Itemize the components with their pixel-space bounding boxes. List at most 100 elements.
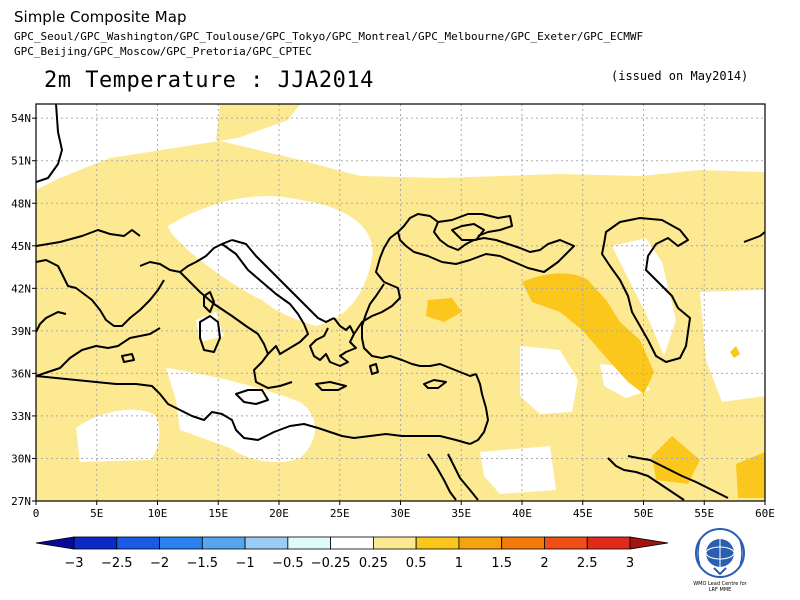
colorbar-swatch xyxy=(159,536,203,550)
coast-red-sea-gulf-suez xyxy=(427,453,457,501)
coast-balearics xyxy=(121,353,135,363)
field-patch-white-caspian xyxy=(612,238,676,356)
lon-tick-label: 45E xyxy=(573,507,593,520)
colorbar-swatch xyxy=(544,536,588,550)
coast-crimea xyxy=(451,223,485,241)
colorbar: −3 −2.5 −2 −1.5 −1 −0.5 −0.25 0.25 0.5 1 1.5 2 2.5 3 xyxy=(35,536,669,571)
coast-red-sea-aqaba xyxy=(447,453,479,501)
colorbar-label: 1 xyxy=(455,556,463,571)
colorbar-label: 1.5 xyxy=(491,556,512,571)
coast-sicily xyxy=(235,389,269,405)
coast-anatolia-south xyxy=(361,283,477,377)
colorbar-label: 2.5 xyxy=(577,556,598,571)
lon-tick-label: 60E xyxy=(755,507,775,520)
field-patch-white-iran xyxy=(700,290,765,402)
colorbar-swatch xyxy=(501,536,545,550)
lon-tick-label: 10E xyxy=(148,507,168,520)
wmo-logo-icon: WMO Lead Centre for LRF MME xyxy=(693,528,748,593)
coast-iberia-france xyxy=(36,229,141,247)
lat-tick-label: 45N xyxy=(11,240,31,253)
field-patch-white-central-europe xyxy=(168,196,373,326)
lon-tick-label: 25E xyxy=(330,507,350,520)
lon-tick-label: 55E xyxy=(694,507,714,520)
colorbar-high-end xyxy=(629,536,669,550)
lon-tick-label: 0 xyxy=(33,507,40,520)
lat-tick-label: 39N xyxy=(11,325,31,338)
coast-west-mainland xyxy=(36,259,165,327)
colorbar-label: 3 xyxy=(626,556,634,571)
colorbar-swatch xyxy=(116,536,160,550)
coast-iberia-east xyxy=(36,327,161,377)
coast-north-africa xyxy=(36,375,471,445)
field-patch-warm-spot xyxy=(730,346,740,358)
colorbar-swatch xyxy=(458,536,503,550)
coast-sardinia xyxy=(199,315,221,353)
lat-tick-label: 33N xyxy=(11,410,31,423)
field-patch-warm-east-edge xyxy=(736,452,765,498)
coast-black-sea xyxy=(397,213,575,273)
colorbar-swatch xyxy=(415,536,460,550)
coast-caspian xyxy=(601,217,691,363)
lat-tick-label: 54N xyxy=(11,112,31,125)
coast-cyprus xyxy=(423,379,447,389)
coast-persian-gulf xyxy=(607,457,685,501)
anomaly-field xyxy=(36,104,765,501)
colorbar-label: −0.5 xyxy=(272,556,304,571)
coast-rhodes xyxy=(369,363,379,375)
colorbar-label: −1 xyxy=(235,556,254,571)
lat-tick-label: 42N xyxy=(11,282,31,295)
map-gridlines xyxy=(36,104,765,501)
field-patch-white-algeria xyxy=(76,409,160,462)
contributing-centers-line-2: GPC_Beijing/GPC_Moscow/GPC_Pretoria/GPC_… xyxy=(14,45,313,58)
coast-aegean-thrace xyxy=(353,213,439,335)
colorbar-swatch xyxy=(73,536,118,550)
field-patch-warm-gulf xyxy=(652,436,700,484)
colorbar-label: 2 xyxy=(540,556,548,571)
lat-tick-label: 27N xyxy=(11,495,31,508)
lon-tick-label: 5E xyxy=(90,507,103,520)
longitude-axis: 0 5E 10E 15E 20E 25E 30E 35E 40E 45E 50E 55E 60E xyxy=(33,501,775,520)
lat-tick-label: 36N xyxy=(11,367,31,380)
colorbar-low-end xyxy=(35,536,75,550)
lat-tick-label: 30N xyxy=(11,452,31,465)
coast-iberia-south xyxy=(36,311,67,333)
coast-persian-gulf-north xyxy=(627,455,729,499)
colorbar-swatch xyxy=(586,536,631,550)
coast-aral-east xyxy=(743,231,765,243)
colorbar-label: −3 xyxy=(64,556,83,571)
logo-caption-line-2: LRF MME xyxy=(709,587,732,593)
coastlines xyxy=(36,104,765,501)
field-patch-warm-anatolia xyxy=(522,273,654,394)
colorbar-label: 0.25 xyxy=(359,556,388,571)
colorbar-label: −0.25 xyxy=(311,556,351,571)
lon-tick-label: 20E xyxy=(269,507,289,520)
colorbar-label: −1.5 xyxy=(187,556,219,571)
coast-corsica xyxy=(203,291,215,313)
latitude-axis: 27N 30N 33N 36N 39N 42N 45N 48N 51N 54N xyxy=(11,112,36,508)
contributing-centers-line-1: GPC_Seoul/GPC_Washington/GPC_Toulouse/GP… xyxy=(14,30,644,43)
field-patch-white-north-africa xyxy=(166,368,315,463)
colorbar-label: −2 xyxy=(150,556,169,571)
field-patch-white-arabia xyxy=(520,346,578,414)
issued-date: (issued on May2014) xyxy=(611,69,749,83)
coast-greece xyxy=(309,317,357,367)
lat-tick-label: 48N xyxy=(11,197,31,210)
lon-tick-label: 35E xyxy=(451,507,471,520)
coast-levant xyxy=(469,373,489,445)
field-patch-warm-aegean xyxy=(426,298,462,322)
lon-tick-label: 40E xyxy=(512,507,532,520)
colorbar-swatch xyxy=(372,536,417,550)
colorbar-swatch xyxy=(287,536,332,550)
map-title: 2m Temperature : JJA2014 xyxy=(44,68,374,93)
colorbar-swatch xyxy=(201,536,246,550)
lon-tick-label: 30E xyxy=(391,507,411,520)
app-title: Simple Composite Map xyxy=(14,8,187,26)
lat-tick-label: 51N xyxy=(11,155,31,168)
colorbar-label: 0.5 xyxy=(406,556,427,571)
colorbar-label: −2.5 xyxy=(101,556,133,571)
colorbar-swatch xyxy=(244,536,289,550)
coast-gulf-of-lion xyxy=(139,239,233,273)
colorbar-swatch xyxy=(330,536,374,550)
coast-adriatic-balkan xyxy=(231,239,335,323)
